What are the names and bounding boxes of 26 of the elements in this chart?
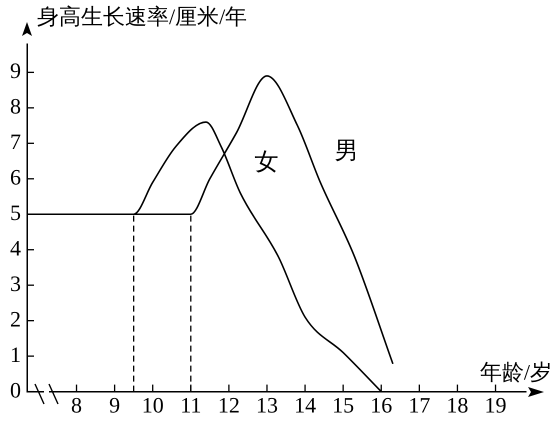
y-tick-label: 4 [10, 236, 21, 261]
y-tick-label: 0 [10, 377, 21, 402]
x-tick-label: 18 [446, 392, 468, 418]
y-tick-label: 1 [10, 342, 21, 367]
y-tick-label: 8 [10, 94, 21, 119]
x-tick-label: 19 [484, 392, 507, 418]
x-tick-label: 11 [180, 392, 202, 418]
series-label: 女 [254, 149, 278, 176]
x-axis-title: 年龄/岁 [480, 360, 552, 385]
series-label: 男 [334, 138, 358, 165]
y-tick-label: 9 [10, 58, 21, 84]
x-tick-label: 9 [109, 392, 120, 418]
x-tick-label: 14 [294, 392, 316, 418]
y-tick-label: 3 [10, 270, 21, 296]
y-tick-label: 7 [10, 129, 21, 154]
x-tick-label: 13 [256, 392, 278, 418]
x-tick-label: 15 [332, 392, 354, 418]
x-tick-label: 8 [71, 392, 82, 418]
y-tick-label: 2 [10, 306, 21, 332]
x-tick-label: 16 [370, 392, 392, 418]
y-tick-label: 6 [10, 164, 21, 190]
x-tick-label: 10 [142, 392, 164, 418]
y-tick-label: 5 [10, 200, 21, 226]
x-tick-label: 12 [218, 392, 240, 418]
y-axis-title: 身高生长速率/厘米/年 [37, 4, 248, 29]
x-tick-label: 17 [408, 392, 430, 418]
